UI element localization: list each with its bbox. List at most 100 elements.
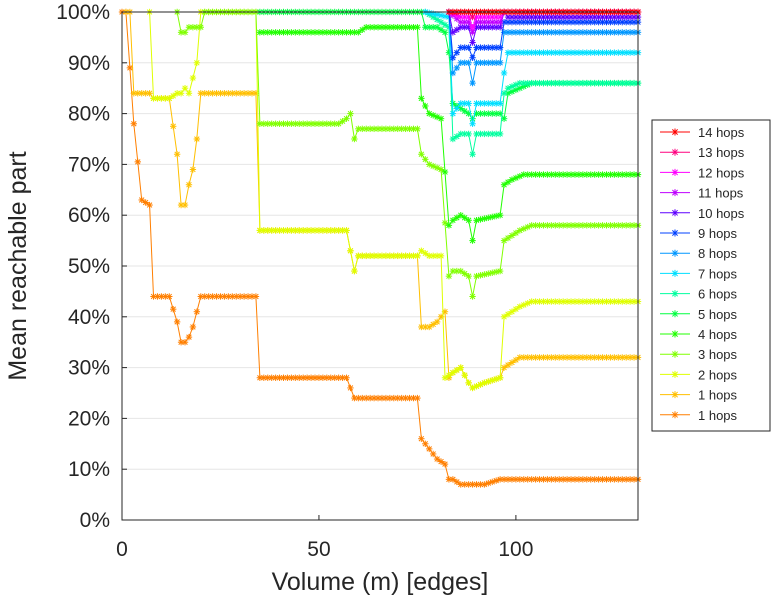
data-point [622,171,630,178]
legend-marker [671,128,679,136]
data-point [268,29,275,36]
data-point [319,29,327,36]
data-point [607,79,614,87]
data-point [268,227,275,234]
data-point [607,18,614,26]
data-point [134,90,141,97]
data-point [185,90,193,97]
data-point [465,44,472,51]
series-line [125,11,638,389]
data-point [591,476,598,483]
data-point [347,384,354,392]
data-point [339,374,346,381]
data-point [603,29,610,36]
data-point [473,481,480,488]
data-point [496,59,504,66]
data-point [496,100,504,107]
data-point [489,269,496,276]
legend-label: 6 hops [698,287,738,302]
legend-marker [671,229,679,237]
y-tick-label: 60% [68,204,110,227]
data-point [201,90,208,97]
data-point [552,79,559,87]
data-point [508,359,516,366]
legend-label: 3 hops [698,347,738,362]
data-point [571,354,579,361]
data-point [504,178,512,186]
data-point [343,227,350,234]
data-point [449,135,457,143]
data-point [370,24,378,31]
data-point [516,79,524,87]
data-point [532,298,539,305]
y-tick-label: 20% [68,407,110,430]
legend-marker [671,350,679,358]
data-point [524,171,531,178]
data-point [347,110,354,117]
series [122,8,642,392]
x-axis-label: Volume (m) [edges] [272,568,489,596]
series [118,8,642,488]
data-point [418,95,425,102]
data-point [229,90,236,97]
data-point [567,476,575,483]
data-point [477,110,484,117]
data-point [540,29,547,36]
y-tick-label: 0% [80,509,110,532]
y-tick-label: 50% [68,255,110,278]
data-point [473,217,480,224]
data-point [504,361,512,369]
data-point [276,227,283,234]
series [146,8,642,392]
data-point [595,354,602,361]
data-point [327,374,334,381]
data-point [213,90,220,97]
data-point [469,54,476,61]
legend-label: 1 hops [698,408,738,423]
data-point [363,394,370,402]
data-point [453,49,461,56]
data-point [170,92,177,100]
data-point [146,201,153,209]
legend-marker [671,189,679,197]
data-point [244,293,252,300]
data-point [189,323,197,331]
data-point [626,49,634,56]
data-point [410,252,417,260]
data-point [177,339,185,346]
data-point [496,212,504,219]
x-tick-label: 100 [498,538,533,561]
y-tick-label: 80% [68,103,110,126]
data-point [181,201,189,209]
data-point [418,151,425,158]
legend-item: 14 hops [660,125,745,140]
data-point [548,29,555,36]
legend-marker [671,148,679,156]
data-point [453,133,461,140]
data-point [500,90,508,97]
data-point [366,394,374,402]
legend-item: 13 hops [660,145,745,160]
data-point [307,227,315,234]
data-point [457,212,464,219]
data-point [465,217,472,224]
data-point [260,374,268,381]
data-point [583,29,590,36]
data-point [453,64,461,72]
data-point [335,374,342,381]
data-point [181,29,189,36]
data-point [453,105,461,112]
data-point [189,166,197,173]
data-point [426,445,433,453]
data-point [469,151,476,158]
data-point [343,115,350,122]
data-point [500,181,508,188]
data-point [536,298,543,305]
data-point [492,110,500,117]
legend-label: 8 hops [698,246,738,261]
data-point [193,59,201,66]
data-point [402,394,409,402]
data-point [461,372,468,379]
data-point [170,123,177,130]
data-point [170,305,177,313]
